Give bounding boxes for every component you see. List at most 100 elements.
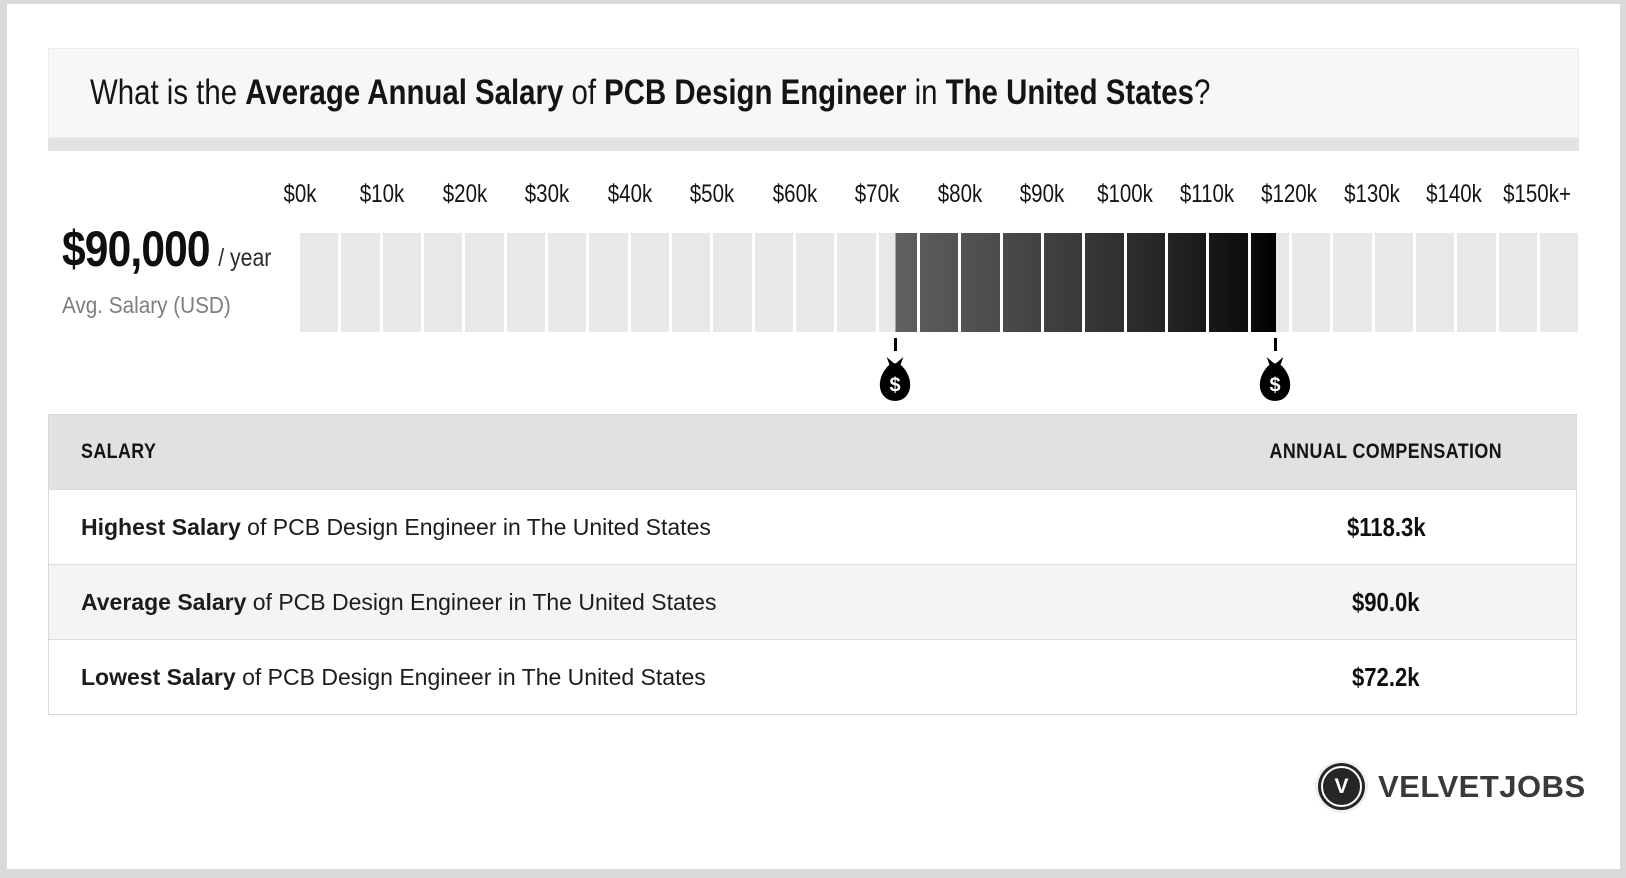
table-header-row: SALARY ANNUAL COMPENSATION xyxy=(49,415,1576,489)
velvetjobs-logo-icon: V xyxy=(1318,763,1365,810)
scale-cell xyxy=(506,233,545,332)
scale-cell xyxy=(1498,233,1537,332)
avg-salary-amount: $90,000 xyxy=(62,221,211,277)
money-bag-icon: $ xyxy=(880,357,911,401)
velvetjobs-logo[interactable]: V VELVETJOBS xyxy=(1318,763,1586,810)
row-value: $90.0k xyxy=(1352,586,1420,617)
table-header-compensation: ANNUAL COMPENSATION xyxy=(1196,440,1576,464)
svg-text:$: $ xyxy=(1270,375,1281,397)
scale-cell xyxy=(300,233,339,332)
row-label-bold: Highest Salary xyxy=(81,513,241,540)
scale-cell xyxy=(1085,233,1124,332)
page-title-bold-run: The United States xyxy=(945,73,1194,112)
row-label: Lowest Salary of PCB Design Engineer in … xyxy=(49,664,1196,691)
axis-tick-label: $110k xyxy=(1179,180,1235,208)
axis-tick-label: $50k xyxy=(690,180,735,208)
scale-cell xyxy=(1002,233,1041,332)
page-title-run: ? xyxy=(1193,73,1211,112)
axis-tick-label: $0k xyxy=(283,180,317,208)
axis-tick-label: $130k xyxy=(1343,180,1400,208)
row-label-rest: of PCB Design Engineer in The United Sta… xyxy=(246,588,717,615)
row-value-cell: $90.0k xyxy=(1196,587,1576,618)
scale-cell xyxy=(589,233,628,332)
axis-tick-label: $90k xyxy=(1019,180,1065,208)
scale-cell xyxy=(547,233,587,332)
scale-cell xyxy=(1167,233,1207,332)
axis-tick-labels: $0k $10k $20k $30k $40k $50k $60k $70k $80k $90k $… xyxy=(283,180,1578,214)
page-title-bold-run: Average Annual Salary xyxy=(245,73,564,112)
axis-tick-label: $140k xyxy=(1426,180,1483,208)
scale-cell xyxy=(1457,233,1496,332)
axis-tick-label: $150k+ xyxy=(1502,180,1571,208)
row-label-bold: Average Salary xyxy=(81,588,247,615)
range-marker-high: $ xyxy=(1254,338,1296,403)
row-value: $72.2k xyxy=(1352,661,1420,692)
axis-tick-label: $80k xyxy=(937,180,982,208)
scale-cell xyxy=(795,233,835,332)
scale-cell xyxy=(423,233,463,332)
scale-cell xyxy=(382,233,421,332)
avg-salary-unit: / year xyxy=(218,244,272,272)
table-header-salary: SALARY xyxy=(49,440,1196,464)
axis-tick-label: $10k xyxy=(360,180,405,208)
marker-tick xyxy=(1273,338,1277,351)
axis-tick-label: $30k xyxy=(525,180,570,208)
axis-tick-label: $20k xyxy=(442,180,488,208)
table-header-compensation-label: ANNUAL COMPENSATION xyxy=(1269,440,1503,463)
scale-cell xyxy=(1250,233,1289,332)
scale-cell xyxy=(837,233,876,332)
scale-cell xyxy=(1209,233,1248,332)
range-marker-low: $ xyxy=(874,338,916,403)
row-label-rest: of PCB Design Engineer in The United Sta… xyxy=(240,513,711,540)
scale-cell xyxy=(341,233,380,332)
header-box: What is the Average Annual Salary of PCB… xyxy=(48,48,1579,138)
scale-cell xyxy=(1291,233,1331,332)
page-title-run: What is the xyxy=(90,73,246,112)
row-label-bold: Lowest Salary xyxy=(81,663,236,690)
table-row: Lowest Salary of PCB Design Engineer in … xyxy=(49,639,1576,714)
axis-tick-label: $70k xyxy=(854,180,900,208)
logo-name: VELVETJOBS xyxy=(1378,768,1586,804)
scale-cell xyxy=(630,233,669,332)
row-value-cell: $72.2k xyxy=(1196,662,1576,693)
money-bag-icon: $ xyxy=(1260,357,1291,401)
page-title-run: in xyxy=(906,73,946,112)
scale-cell xyxy=(1415,233,1455,332)
row-label: Average Salary of PCB Design Engineer in… xyxy=(49,589,1196,616)
scale-cell xyxy=(1374,233,1413,332)
scale-cell xyxy=(878,233,917,332)
salary-gauge: $0k $10k $20k $30k $40k $50k $60k $70k $80k $90k $… xyxy=(283,180,1579,415)
scale-cell xyxy=(465,233,504,332)
page-title-run: of xyxy=(563,73,605,112)
scale-cell xyxy=(1043,233,1083,332)
scale-cell xyxy=(1333,233,1372,332)
row-label: Highest Salary of PCB Design Engineer in… xyxy=(49,514,1196,541)
scale-cell xyxy=(713,233,752,332)
scale-cell xyxy=(1126,233,1165,332)
scale-cell xyxy=(1539,233,1579,332)
row-label-rest: of PCB Design Engineer in The United Sta… xyxy=(235,663,706,690)
scale-cell xyxy=(961,233,1000,332)
axis-tick-label: $100k xyxy=(1096,180,1153,208)
avg-salary-block: $90,000 / year Avg. Salary (USD) xyxy=(62,220,308,319)
logo-monogram: V xyxy=(1334,775,1349,798)
salary-scale-bar xyxy=(300,233,1579,332)
axis-tick-label: $40k xyxy=(607,180,653,208)
scale-cell xyxy=(754,233,793,332)
page-title: What is the Average Annual Salary of PCB… xyxy=(90,73,1210,113)
scale-cell xyxy=(671,233,711,332)
table-header-salary-label: SALARY xyxy=(81,440,157,463)
salary-table-body: Highest Salary of PCB Design Engineer in… xyxy=(49,489,1576,714)
salary-table: SALARY ANNUAL COMPENSATION Highest Salar… xyxy=(48,414,1577,715)
svg-text:$: $ xyxy=(890,375,901,397)
table-row: Average Salary of PCB Design Engineer in… xyxy=(49,564,1576,639)
marker-tick xyxy=(893,338,897,351)
axis-tick-label: $60k xyxy=(772,180,817,208)
row-value: $118.3k xyxy=(1346,511,1426,542)
scale-cell xyxy=(919,233,959,332)
page-title-bold-run: PCB Design Engineer xyxy=(604,73,907,112)
row-value-cell: $118.3k xyxy=(1196,512,1576,543)
axis-tick-label: $120k xyxy=(1261,180,1318,208)
avg-salary-caption: Avg. Salary (USD) xyxy=(62,292,231,318)
